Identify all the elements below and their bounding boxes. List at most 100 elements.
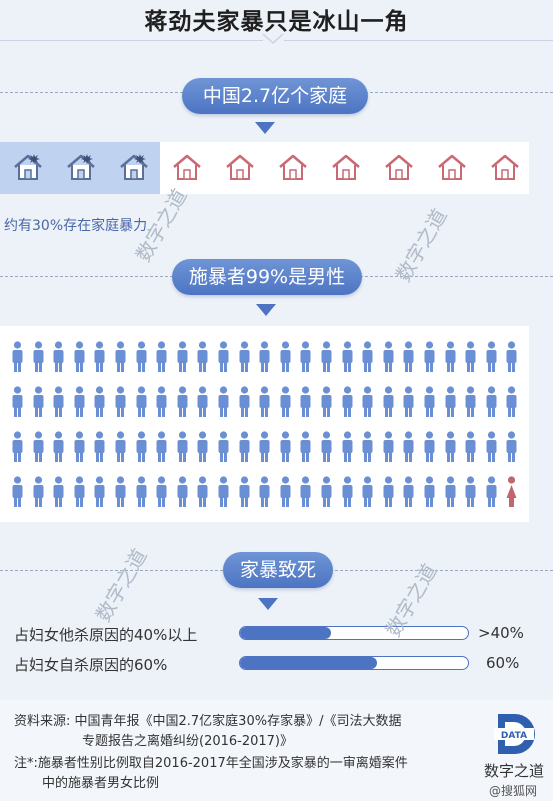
male-person-icon <box>239 431 250 462</box>
male-person-icon <box>259 431 270 462</box>
male-person-icon <box>33 476 44 507</box>
page-title: 蒋劲夫家暴只是冰山一角 <box>144 9 409 35</box>
bar-value-suicide: 60% <box>486 654 520 672</box>
male-person-icon <box>53 431 64 462</box>
male-person-icon <box>280 386 291 417</box>
male-person-icon <box>486 476 497 507</box>
male-person-icon <box>342 341 353 372</box>
title-area: 蒋劲夫家暴只是冰山一角 <box>0 0 553 44</box>
down-arrow-icon <box>255 122 275 134</box>
house-icon <box>279 154 307 180</box>
male-person-icon <box>465 341 476 372</box>
male-person-icon <box>239 476 250 507</box>
male-person-icon <box>218 476 229 507</box>
male-person-icon <box>300 431 311 462</box>
male-person-icon <box>136 476 147 507</box>
male-person-icon <box>465 431 476 462</box>
male-person-icon <box>94 431 105 462</box>
male-person-icon <box>12 476 23 507</box>
male-person-icon <box>424 341 435 372</box>
male-person-icon <box>362 386 373 417</box>
male-person-icon <box>12 431 23 462</box>
title-divider-left <box>0 40 263 41</box>
male-person-icon <box>342 476 353 507</box>
male-person-icon <box>424 431 435 462</box>
male-person-icon <box>177 386 188 417</box>
perpetrators-label: 施暴者99%是男性 <box>172 259 362 295</box>
house-icon <box>332 154 360 180</box>
male-person-icon <box>218 341 229 372</box>
male-person-icon <box>197 341 208 372</box>
title-divider-right <box>284 40 553 41</box>
male-person-icon <box>445 386 456 417</box>
male-person-icon <box>53 476 64 507</box>
male-person-icon <box>486 386 497 417</box>
fatal-label: 家暴致死 <box>223 552 333 588</box>
male-person-icon <box>33 431 44 462</box>
male-person-icon <box>383 431 394 462</box>
male-person-icon <box>424 386 435 417</box>
male-person-icon <box>94 476 105 507</box>
weibo-handle: @搜狐网 <box>489 784 538 798</box>
male-person-icon <box>506 341 517 372</box>
male-person-icon <box>239 341 250 372</box>
male-person-icon <box>321 341 332 372</box>
note-line-1: 注*:施暴者性别比例取自2016-2017年全国涉及家暴的一审离婚案件 <box>14 756 408 771</box>
male-person-icon <box>197 476 208 507</box>
male-person-icon <box>218 431 229 462</box>
male-person-icon <box>33 341 44 372</box>
male-person-icon <box>115 341 126 372</box>
male-person-icon <box>445 476 456 507</box>
households-note: 约有30%存在家庭暴力 <box>4 218 148 234</box>
male-person-icon <box>53 341 64 372</box>
male-person-icon <box>197 431 208 462</box>
bar-value-homicide: >40% <box>478 624 524 642</box>
male-person-icon <box>445 341 456 372</box>
male-person-icon <box>445 431 456 462</box>
male-person-icon <box>177 341 188 372</box>
households-label: 中国2.7亿个家庭 <box>182 78 368 114</box>
male-person-icon <box>403 341 414 372</box>
watermark: 数字之道 <box>90 544 152 626</box>
male-person-icon <box>259 341 270 372</box>
male-person-icon <box>300 476 311 507</box>
female-person-icon <box>506 476 517 507</box>
male-person-icon <box>218 386 229 417</box>
house-icon-affected <box>14 154 42 180</box>
male-person-icon <box>486 431 497 462</box>
note-line-2: 中的施暴者男女比例 <box>42 776 160 791</box>
male-person-icon <box>136 386 147 417</box>
house-icon <box>491 154 519 180</box>
male-person-icon <box>33 386 44 417</box>
male-person-icon <box>506 386 517 417</box>
male-person-icon <box>465 476 476 507</box>
male-person-icon <box>197 386 208 417</box>
male-person-icon <box>321 476 332 507</box>
male-person-icon <box>383 341 394 372</box>
male-person-icon <box>280 431 291 462</box>
male-person-icon <box>74 431 85 462</box>
house-icon <box>226 154 254 180</box>
male-person-icon <box>136 431 147 462</box>
male-person-icon <box>383 386 394 417</box>
male-person-icon <box>342 386 353 417</box>
bar-label-suicide: 占妇女自杀原因的60% <box>14 656 168 674</box>
male-person-icon <box>259 476 270 507</box>
house-icon-affected <box>120 154 148 180</box>
brand-name: 数字之道 <box>484 762 545 780</box>
male-person-icon <box>74 341 85 372</box>
male-person-icon <box>156 386 167 417</box>
male-person-icon <box>177 476 188 507</box>
male-person-icon <box>115 476 126 507</box>
male-person-icon <box>342 431 353 462</box>
male-person-icon <box>115 431 126 462</box>
male-person-icon <box>177 431 188 462</box>
male-person-icon <box>321 386 332 417</box>
male-person-icon <box>403 476 414 507</box>
logo-text: DATA <box>501 731 527 741</box>
male-person-icon <box>300 341 311 372</box>
down-arrow-icon <box>256 304 276 316</box>
male-person-icon <box>94 386 105 417</box>
house-icon <box>438 154 466 180</box>
male-person-icon <box>239 386 250 417</box>
